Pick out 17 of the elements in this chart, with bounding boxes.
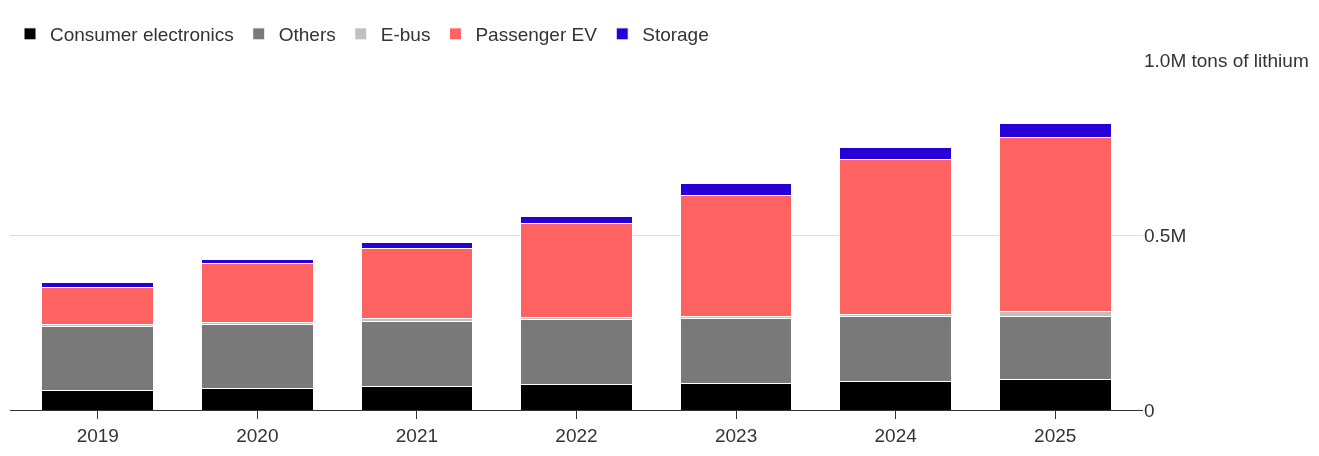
legend-label: Others xyxy=(278,24,336,46)
x-tick-label: 2024 xyxy=(874,424,918,446)
legend-label: Passenger EV xyxy=(475,24,598,46)
x-tick-label: 2023 xyxy=(714,424,758,446)
legend-label: E-bus xyxy=(380,24,431,46)
bar xyxy=(41,286,155,325)
bar xyxy=(200,262,314,323)
x-tick-label: 2021 xyxy=(395,424,439,446)
x-tick-label: 2019 xyxy=(76,424,119,446)
legend-label: Consumer electronics xyxy=(50,24,234,46)
legend-label: Storage xyxy=(642,24,709,46)
y-tick-label: 1.0M tons of lithium xyxy=(1144,49,1309,71)
x-tick-label: 2022 xyxy=(555,424,598,446)
y-tick-label: 0.5M xyxy=(1144,224,1187,246)
y-tick-label: 0 xyxy=(1144,399,1155,421)
x-tick-label: 2025 xyxy=(1034,424,1077,446)
x-tick-label: 2020 xyxy=(236,424,279,446)
